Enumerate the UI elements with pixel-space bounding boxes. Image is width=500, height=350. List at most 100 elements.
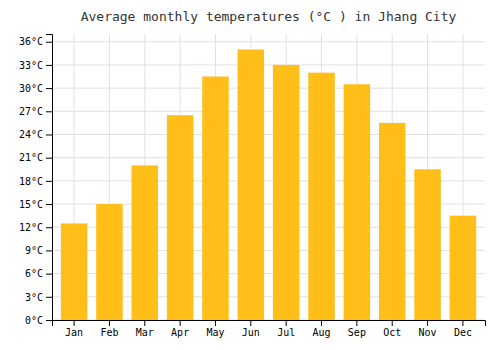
bar <box>379 123 406 320</box>
x-tick-mark <box>109 320 110 326</box>
bar <box>344 84 371 320</box>
x-tick: Jan <box>65 320 83 338</box>
bar <box>414 169 441 320</box>
x-tick-mark <box>215 320 216 326</box>
x-tick: Apr <box>171 320 189 338</box>
y-grid-line <box>52 41 485 42</box>
y-tick-mark <box>46 204 52 205</box>
y-tick-mark <box>46 320 52 321</box>
y-tick: 18°C <box>19 176 52 187</box>
x-tick-label: Feb <box>100 327 118 338</box>
y-tick-mark <box>46 42 52 43</box>
x-tick-label: May <box>206 327 224 338</box>
plot-area <box>61 49 476 320</box>
y-tick-mark <box>46 111 52 112</box>
chart-svg: 0°C 3°C 6°C 9°C 12°C 15°C 18°C 21°C 24°C 27°C 30°C… <box>0 0 500 350</box>
y-tick-label: 6°C <box>25 268 43 279</box>
x-tick: Mar <box>136 320 154 338</box>
y-tick: 33°C <box>19 60 52 71</box>
bar <box>238 49 265 320</box>
y-tick: 30°C <box>19 83 52 94</box>
y-tick-mark <box>46 158 52 159</box>
y-grid-line <box>52 134 485 135</box>
x-tick-mark <box>321 320 322 326</box>
y-tick-mark <box>46 227 52 228</box>
y-tick: 27°C <box>19 106 52 117</box>
y-grid-line <box>52 88 485 89</box>
y-axis: 0°C 3°C 6°C 9°C 12°C 15°C 18°C 21°C 24°C 27°C 30°C… <box>19 35 53 326</box>
x-tick-label: Jun <box>242 327 260 338</box>
y-tick: 36°C <box>19 36 52 47</box>
x-tick: Oct <box>383 320 401 338</box>
y-tick-mark <box>46 88 52 89</box>
x-axis: Jan Feb Mar Apr May Jun Jul Aug Sep Oct Nov Dec <box>53 320 486 338</box>
y-tick-label: 15°C <box>19 199 43 210</box>
title: Average monthly temperatures (°C ) in Jh… <box>81 9 457 24</box>
y-tick-label: 30°C <box>19 83 43 94</box>
bar <box>167 115 194 320</box>
chart-container: 0°C 3°C 6°C 9°C 12°C 15°C 18°C 21°C 24°C 27°C 30°C… <box>0 0 500 350</box>
y-tick-label: 24°C <box>19 129 43 140</box>
x-tick-label: Mar <box>136 327 154 338</box>
x-tick-label: Apr <box>171 327 189 338</box>
y-tick-label: 27°C <box>19 106 43 117</box>
y-tick-mark <box>46 134 52 135</box>
grid <box>52 34 485 320</box>
x-tick-label: Jan <box>65 327 83 338</box>
x-tick: Feb <box>100 320 118 338</box>
y-tick-mark <box>46 65 52 66</box>
y-tick-mark <box>46 297 52 298</box>
x-tick: Jul <box>277 320 295 338</box>
y-grid-line <box>52 157 485 158</box>
x-tick-label: Jul <box>277 327 295 338</box>
bar <box>273 65 300 320</box>
x-tick-label: Oct <box>383 327 401 338</box>
y-tick-label: 36°C <box>19 36 43 47</box>
x-tick-mark <box>392 320 393 326</box>
x-tick: Sep <box>348 320 366 338</box>
x-tick-mark <box>356 320 357 326</box>
y-axis-line <box>46 35 53 321</box>
y-tick-label: 0°C <box>25 315 43 326</box>
y-tick-mark <box>46 274 52 275</box>
bar <box>96 204 123 320</box>
y-tick: 6°C <box>25 268 52 279</box>
y-tick: 15°C <box>19 199 52 210</box>
x-tick-mark <box>462 320 463 326</box>
x-tick-label: Aug <box>312 327 330 338</box>
bar <box>450 216 477 320</box>
y-tick: 21°C <box>19 152 52 163</box>
x-tick: Aug <box>312 320 330 338</box>
y-tick-mark <box>46 181 52 182</box>
x-axis-line <box>53 321 486 327</box>
x-tick: Nov <box>419 320 437 338</box>
x-tick-label: Sep <box>348 327 366 338</box>
y-tick-label: 18°C <box>19 176 43 187</box>
y-tick: 3°C <box>25 292 52 303</box>
y-grid-line <box>52 111 485 112</box>
y-tick-label: 12°C <box>19 222 43 233</box>
x-tick-label: Nov <box>419 327 437 338</box>
y-tick: 0°C <box>25 315 52 326</box>
x-tick-mark <box>180 320 181 326</box>
y-tick-mark <box>46 250 52 251</box>
x-tick: May <box>206 320 224 338</box>
bar <box>308 73 335 320</box>
y-tick-label: 33°C <box>19 60 43 71</box>
y-tick: 24°C <box>19 129 52 140</box>
y-tick: 9°C <box>25 245 52 256</box>
bar <box>61 223 88 320</box>
bar <box>132 165 159 320</box>
y-tick-label: 3°C <box>25 292 43 303</box>
x-tick-mark <box>250 320 251 326</box>
bar <box>202 77 229 320</box>
x-tick-mark <box>427 320 428 326</box>
x-tick-mark <box>74 320 75 326</box>
x-tick-mark <box>286 320 287 326</box>
y-tick-label: 21°C <box>19 152 43 163</box>
x-tick: Dec <box>454 320 472 338</box>
x-tick-mark <box>144 320 145 326</box>
y-tick-label: 9°C <box>25 245 43 256</box>
x-tick-label: Dec <box>454 327 472 338</box>
y-tick: 12°C <box>19 222 52 233</box>
